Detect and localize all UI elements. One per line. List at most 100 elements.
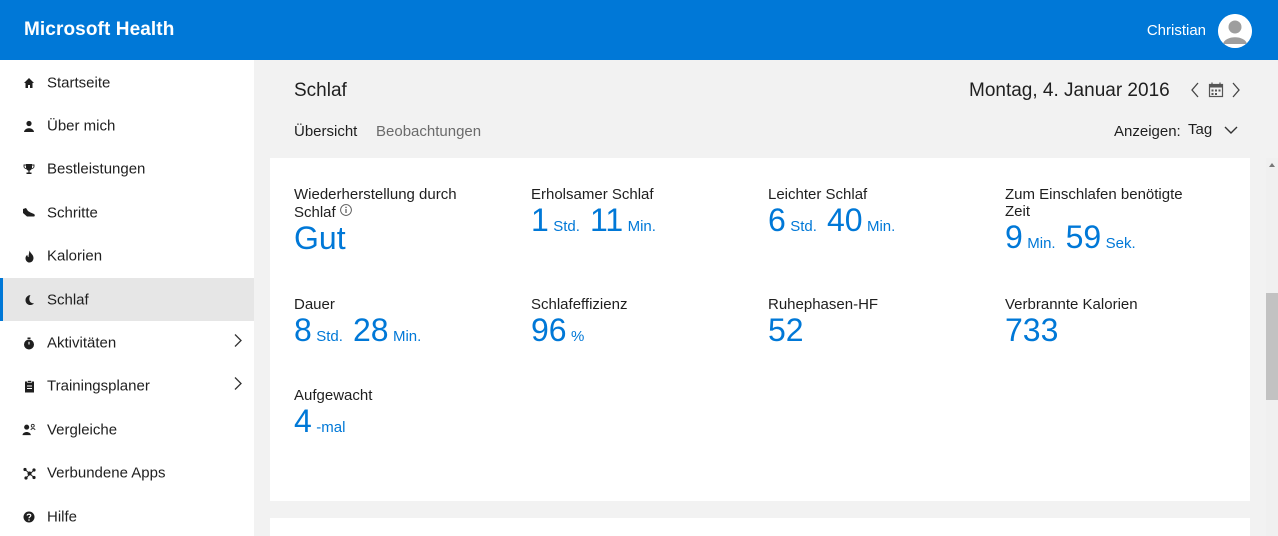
sidebar-item-label: Trainingsplaner	[47, 377, 150, 395]
sidebar-item-schlaf[interactable]: Schlaf	[0, 278, 254, 322]
person-icon	[22, 119, 36, 133]
clipboard-icon	[22, 379, 36, 393]
sidebar-item-ueber-mich[interactable]: Über mich	[0, 104, 254, 147]
sidebar-item-verbundene-apps[interactable]: Verbundene Apps	[0, 452, 254, 495]
metric-label: Dauer	[294, 296, 335, 313]
sleep-summary-card: Wiederherstellung durch Schlaf Gut Erhol…	[270, 158, 1250, 501]
chevron-right-icon[interactable]	[1231, 82, 1241, 103]
help-icon	[22, 510, 36, 524]
sidebar-item-label: Vergleiche	[47, 421, 118, 439]
metric-unit: %	[571, 328, 585, 345]
metric-label-line1: Wiederherstellung durch	[294, 186, 457, 203]
sidebar-item-startseite[interactable]: Startseite	[0, 61, 254, 104]
sidebar-item-bestleistungen[interactable]: Bestleistungen	[0, 148, 254, 191]
sidebar-item-label: Bestleistungen	[47, 160, 146, 178]
chevron-right-icon	[234, 334, 242, 353]
metric-unit: Min.	[627, 218, 656, 235]
metric-value: 733	[1005, 313, 1225, 347]
metric-label-line2: Schlaf	[294, 204, 336, 221]
sidebar-item-label: Verbundene Apps	[47, 464, 166, 482]
metric-unit: Std.	[316, 328, 343, 345]
metric-value: 6 Std. 40 Min.	[768, 203, 988, 237]
metric-calories-burned: Verbrannte Kalorien 733	[1005, 296, 1225, 347]
stopwatch-icon	[22, 336, 36, 350]
metric-time-to-fall-asleep: Zum Einschlafen benötigte Zeit 9 Min. 59 …	[1005, 186, 1225, 254]
metric-unit: -mal	[316, 419, 346, 436]
metric-label-line1: Zum Einschlafen benötigte	[1005, 186, 1183, 203]
metric-sleep-efficiency: Schlafeffizienz 96 %	[531, 296, 751, 347]
metric-number: 96	[531, 312, 567, 348]
metric-unit: Std.	[553, 218, 580, 235]
metric-label: Schlafeffizienz	[531, 296, 628, 313]
sidebar-item-label: Startseite	[47, 74, 111, 92]
metric-unit: Min.	[392, 328, 422, 345]
sidebar-item-vergleiche[interactable]: Vergleiche	[0, 408, 254, 451]
metric-value: 9 Min. 59 Sek.	[1005, 220, 1225, 254]
period-select[interactable]: Tag	[1188, 121, 1238, 138]
shoe-icon	[22, 206, 36, 220]
metric-unit: Min.	[1027, 235, 1056, 252]
scroll-up-icon[interactable]	[1266, 158, 1278, 170]
sidebar-item-kalorien[interactable]: Kalorien	[0, 235, 254, 278]
chevron-left-icon[interactable]	[1190, 82, 1200, 103]
metric-duration: Dauer 8 Std. 28 Min.	[294, 296, 514, 347]
sidebar-item-label: Schritte	[47, 204, 98, 222]
trophy-icon	[22, 162, 36, 176]
metric-label: Erholsamer Schlaf	[531, 186, 654, 203]
metric-number: 52	[768, 312, 804, 348]
sidebar-item-aktivitaeten[interactable]: Aktivitäten	[0, 321, 254, 364]
chevron-down-icon	[1224, 126, 1238, 134]
connected-apps-icon	[22, 466, 36, 480]
metric-recovery: Wiederherstellung durch Schlaf Gut	[294, 186, 514, 255]
tab-beobachtungen[interactable]: Beobachtungen	[376, 123, 482, 140]
metric-number: 733	[1005, 312, 1059, 348]
sidebar-item-schritte[interactable]: Schritte	[0, 191, 254, 234]
metric-number: 11	[589, 202, 624, 238]
home-icon	[22, 76, 36, 90]
metric-number: 28	[352, 312, 389, 348]
info-icon[interactable]	[339, 203, 352, 220]
calendar-icon[interactable]	[1208, 82, 1224, 103]
metric-value: 52	[768, 313, 988, 347]
chevron-right-icon	[234, 377, 242, 396]
metric-light-sleep: Leichter Schlaf 6 Std. 40 Min.	[768, 186, 988, 237]
metric-unit: Sek.	[1105, 235, 1136, 252]
next-card	[270, 518, 1250, 536]
metric-label: Zum Einschlafen benötigte Zeit	[1005, 186, 1225, 220]
metric-label: Leichter Schlaf	[768, 186, 868, 203]
metric-number: 6	[768, 202, 786, 238]
metric-value: 4 -mal	[294, 404, 514, 438]
metric-number: 40	[826, 202, 863, 238]
scrollbar-thumb[interactable]	[1266, 293, 1278, 400]
metric-number: 59	[1065, 219, 1102, 255]
page-title: Schlaf	[294, 80, 347, 101]
metric-value: Gut	[294, 221, 514, 255]
metric-value: 96 %	[531, 313, 751, 347]
sidebar-item-hilfe[interactable]: Hilfe	[0, 495, 254, 536]
metric-number: 1	[531, 202, 549, 238]
metric-number: 8	[294, 312, 312, 348]
sidebar-item-trainingsplaner[interactable]: Trainingsplaner	[0, 365, 254, 408]
metric-label: Wiederherstellung durch Schlaf	[294, 186, 514, 221]
flame-icon	[22, 249, 36, 263]
sidebar-item-label: Hilfe	[47, 508, 78, 526]
avatar-person-icon	[1218, 14, 1252, 48]
metric-label: Ruhephasen-HF	[768, 296, 879, 313]
metric-value: 8 Std. 28 Min.	[294, 313, 514, 347]
avatar[interactable]	[1218, 14, 1252, 48]
metric-woke-up: Aufgewacht 4 -mal	[294, 387, 514, 438]
compare-icon	[22, 423, 36, 437]
period-select-value: Tag	[1188, 121, 1213, 138]
app-title[interactable]: Microsoft Health	[24, 19, 175, 40]
sidebar-item-label: Schlaf	[47, 291, 89, 309]
metric-label-line2: Zeit	[1005, 203, 1031, 220]
date-label: Montag, 4. Januar 2016	[969, 80, 1170, 101]
user-name[interactable]: Christian	[1146, 22, 1206, 39]
metric-value: 1 Std. 11 Min.	[531, 203, 751, 237]
metric-resting-heart-rate: Ruhephasen-HF 52	[768, 296, 988, 347]
metric-restful-sleep: Erholsamer Schlaf 1 Std. 11 Min.	[531, 186, 751, 237]
tab-uebersicht[interactable]: Übersicht	[294, 123, 358, 140]
metric-label: Aufgewacht	[294, 387, 373, 404]
sidebar-item-label: Aktivitäten	[47, 334, 117, 352]
sidebar-item-label: Kalorien	[47, 247, 103, 265]
